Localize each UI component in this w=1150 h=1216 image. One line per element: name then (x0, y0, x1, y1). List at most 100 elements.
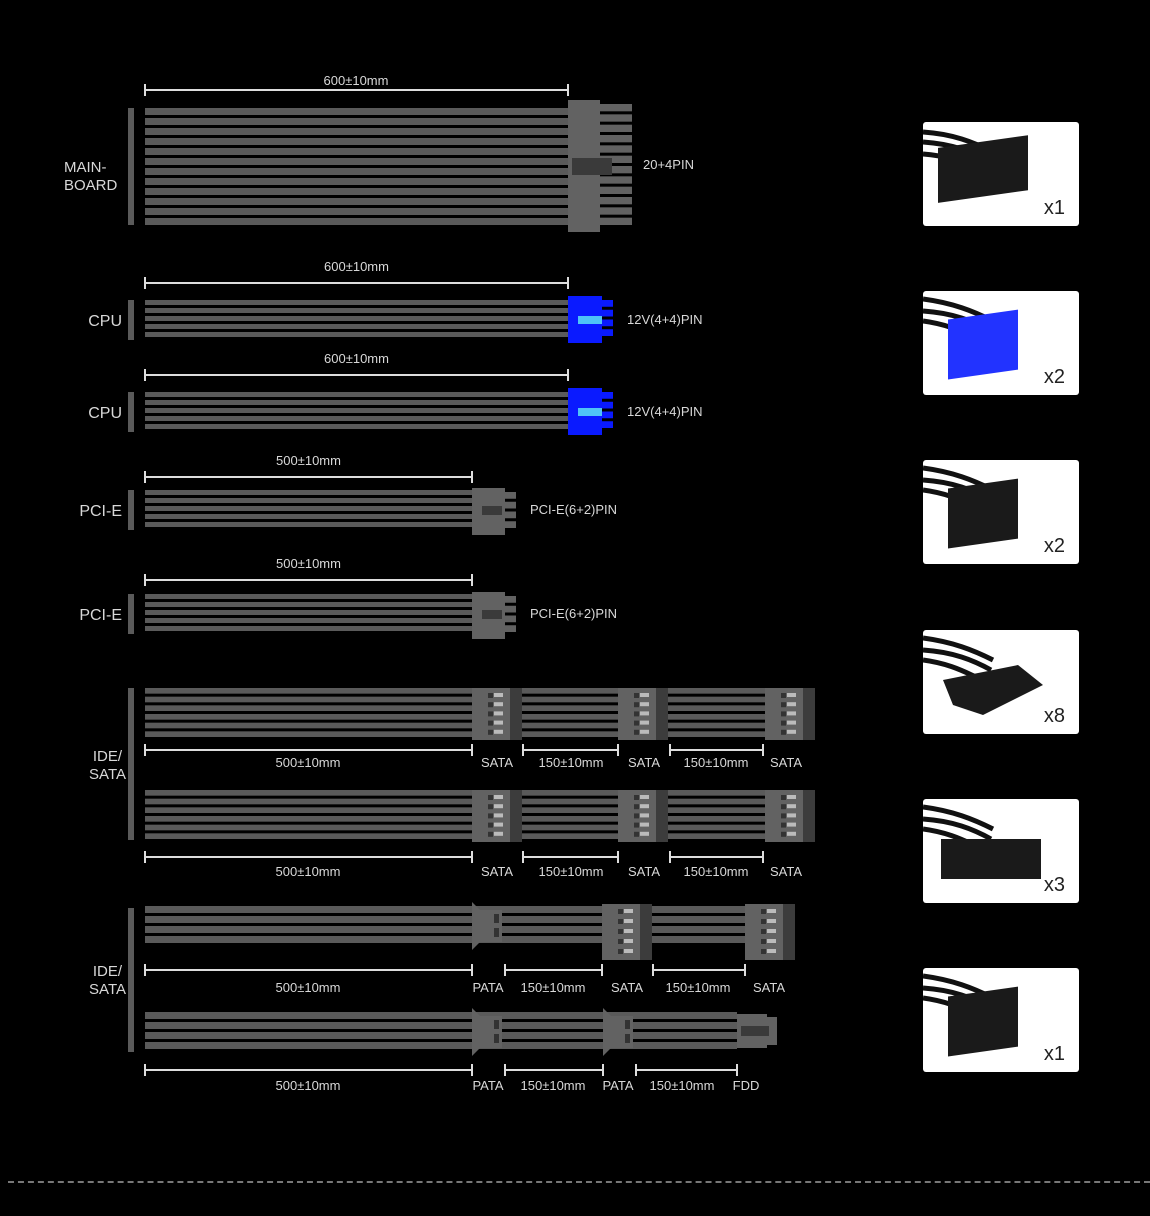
sata-pin (618, 919, 623, 924)
wire (145, 522, 472, 527)
group-bracket (128, 908, 134, 1052)
sata-pin (761, 939, 766, 944)
pata-connector (472, 902, 502, 950)
wire (145, 1042, 737, 1049)
length-label: 600±10mm (324, 73, 389, 88)
connector-tip (767, 1017, 777, 1045)
pata-connector (603, 1008, 633, 1056)
connector-label: SATA (481, 755, 513, 770)
sata-pin (488, 711, 493, 717)
wire-bundle (145, 1012, 737, 1049)
sata-pin (488, 729, 493, 735)
connector-photo-card: x2 (923, 291, 1079, 395)
wire (145, 833, 765, 839)
connector-label: PATA (602, 1078, 633, 1093)
length-label: 150±10mm (666, 980, 731, 995)
wire (145, 108, 568, 115)
connector-edge (656, 688, 668, 740)
connector-edge (510, 790, 522, 842)
sata-pin (624, 939, 633, 943)
dimension-line (669, 851, 764, 863)
sata-pin (494, 804, 503, 809)
connector-pin (600, 197, 632, 205)
connector-pin (505, 615, 516, 623)
connector-pin (505, 511, 516, 519)
sata-pin (787, 822, 796, 827)
connector-pin (602, 300, 613, 307)
connector-label: SATA (770, 864, 802, 879)
length-label: 600±10mm (324, 259, 389, 274)
connector-label: SATA (481, 864, 513, 879)
sata-pin (618, 949, 623, 954)
group-label: SATA (89, 981, 126, 998)
wire (145, 138, 568, 145)
wire (145, 696, 765, 703)
dimension-line (652, 964, 746, 976)
wire (145, 158, 568, 165)
connector-pin (602, 401, 613, 409)
group-label: BOARD (64, 177, 118, 194)
sata-pin (767, 949, 776, 953)
length-label: 500±10mm (276, 1078, 341, 1093)
sata-pin (640, 720, 649, 725)
sata-pin (767, 939, 776, 943)
connector-pin (602, 421, 613, 428)
sata-pin (634, 822, 639, 828)
sata-pin (634, 702, 639, 708)
group-label: SATA (89, 766, 126, 783)
wire (145, 602, 472, 607)
connector (568, 100, 632, 232)
sata-pin (781, 831, 786, 837)
sata-connector (745, 904, 795, 960)
wire-bundle (145, 790, 765, 839)
length-label: 500±10mm (276, 453, 341, 468)
length-label: 500±10mm (276, 864, 341, 879)
sata-pin (767, 929, 776, 933)
sata-pin (640, 804, 649, 809)
connector-pin (505, 492, 516, 499)
sata-connector (618, 688, 668, 740)
sata-pin (787, 702, 796, 707)
wire-bundle (145, 490, 472, 527)
sata-pin (494, 711, 503, 716)
quantity-label: x1 (1043, 197, 1065, 219)
quantity-label: x8 (1043, 705, 1065, 727)
length-label: 500±10mm (276, 755, 341, 770)
connector-photo-card: x3 (923, 799, 1079, 903)
eps-8pin-connector-icon (923, 296, 1018, 380)
pcie-6pin-connector-icon (923, 973, 1018, 1057)
dimension-line (144, 277, 569, 289)
connector-pin (505, 501, 516, 509)
connector-latch (578, 316, 602, 324)
sata-pin (488, 795, 493, 800)
wire (145, 188, 568, 195)
wire (145, 498, 472, 503)
wire (145, 618, 472, 623)
connector-label: SATA (770, 755, 802, 770)
connector-label: SATA (611, 980, 643, 995)
wire-bundle (145, 906, 745, 943)
length-label: 500±10mm (276, 980, 341, 995)
pata-slot (494, 1020, 499, 1029)
sata-pin (634, 795, 639, 800)
sata-pin (618, 929, 623, 934)
wire (145, 688, 765, 694)
wire (145, 594, 472, 599)
quantity-label: x2 (1043, 535, 1065, 557)
connector-photo-card: x8 (923, 630, 1079, 734)
dimension-line (144, 744, 473, 756)
connector-pin (602, 329, 613, 336)
wire-bundle (145, 392, 568, 429)
connector-label: 12V(4+4)PIN (627, 312, 703, 327)
dimension-line (144, 1064, 473, 1076)
sata-pin (787, 693, 796, 697)
wire (145, 506, 472, 511)
pata-slot (494, 928, 499, 937)
dimension-line (635, 1064, 738, 1076)
length-label: 150±10mm (539, 755, 604, 770)
molex-connector-icon (923, 804, 1041, 879)
wire (145, 705, 765, 711)
wire-bundle (145, 300, 568, 337)
connector-pin (600, 176, 632, 184)
